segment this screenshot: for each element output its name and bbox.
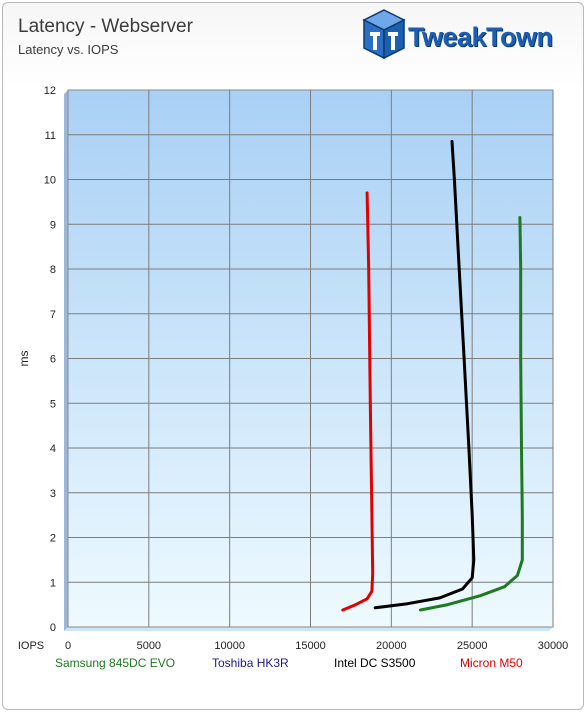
logo-text: TweakTown (408, 22, 553, 52)
legend-entry: Toshiba HK3R (212, 656, 289, 670)
legend-entry: Micron M50 (460, 656, 523, 670)
chart-subtitle: Latency vs. IOPS (18, 42, 119, 57)
legend-entry: Samsung 845DC EVO (55, 656, 176, 670)
legend-entry: Intel DC S3500 (334, 656, 416, 670)
chart-title: Latency - Webserver (18, 16, 193, 37)
tt-cube-logo-icon (362, 9, 406, 60)
tweaktown-logo: TweakTown (362, 8, 562, 64)
